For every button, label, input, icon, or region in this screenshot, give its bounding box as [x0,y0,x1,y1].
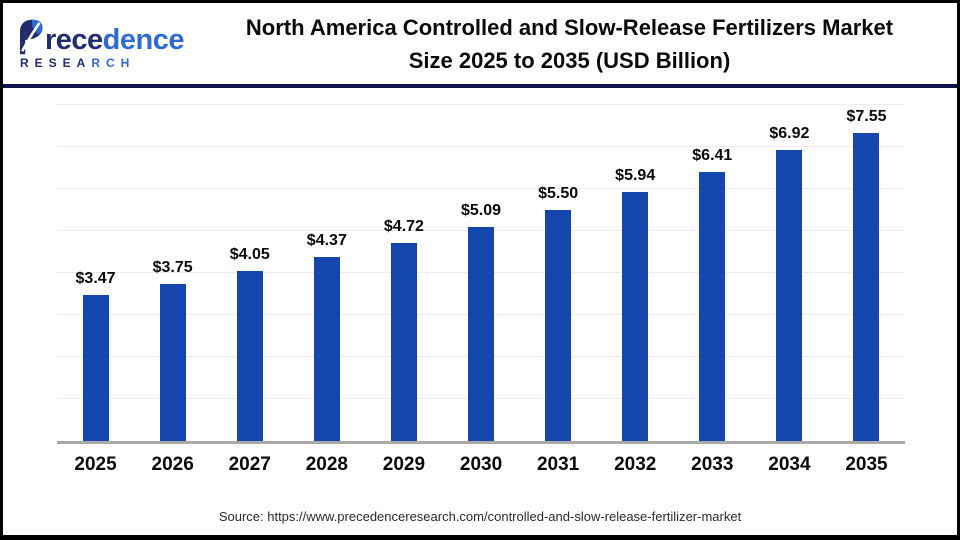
bar-band-2025: $3.47 [57,108,134,441]
header: rece dence RESEARCH North America Contro… [3,3,957,84]
logo-brand-part1: rece [45,23,103,56]
bar-band-2026: $3.75 [134,108,211,441]
chart-title: North America Controlled and Slow-Releas… [192,11,947,77]
bar-band-2027: $4.05 [211,108,288,441]
bar-2025 [82,295,109,441]
x-axis-label-2030: 2030 [459,454,503,475]
bar-value-label: $5.94 [615,166,656,184]
source-line: Source: https://www.precedenceresearch.c… [218,509,742,524]
x-axis-label-2031: 2031 [536,454,580,475]
x-axis-label-2032: 2032 [614,454,657,475]
bar-2033 [699,171,726,441]
bar-band-2029: $4.72 [365,108,442,441]
bar-value-label: $4.37 [306,232,347,250]
bar-2029 [390,242,417,441]
bar-chart-plot-area: $3.47 $3.75 $4.05 $4.37 $4.72 $5.09 $5.50 $5.94… [57,104,905,444]
bar-2032 [622,191,649,441]
x-axis-label-2028: 2028 [305,454,348,475]
bar-2031 [545,210,572,441]
logo-brand-row: rece dence [17,19,192,55]
bar-value-label: $6.92 [769,125,810,143]
x-axis-label-2025: 2025 [74,454,117,475]
x-axis-label-2029: 2029 [382,454,426,475]
chart-title-line2: Size 2025 to 2035 (USD Billion) [408,47,731,73]
bar-value-label: $4.72 [383,217,424,235]
x-axis-label-2033: 2033 [691,454,734,475]
x-axis-label-2027: 2027 [228,454,271,475]
logo-research-part1: RESEA [20,55,92,70]
gridline [57,188,905,189]
leaf-p-icon [20,19,43,54]
x-axis-label-2035: 2035 [845,454,888,475]
bar-band-2028: $4.37 [288,108,365,441]
chart-title-line1: North America Controlled and Slow-Releas… [245,14,894,40]
logo-research-part2: RCH [91,55,136,70]
bar-band-2035: $7.55 [828,108,905,441]
bar-value-label: $5.50 [538,185,579,202]
logo-brand-part2: dence [102,23,185,56]
x-axis-label-2034: 2034 [768,454,811,475]
bar-band-2034: $6.92 [751,108,828,441]
precedence-research-logo: rece dence RESEARCH [17,19,192,69]
x-axis-label-2026: 2026 [151,454,194,475]
bar-band-2031: $5.50 [520,108,597,441]
bar-2027 [236,270,263,441]
logo-research-row: RESEARCH [17,57,192,69]
bar-2034 [776,150,803,441]
bar-2030 [468,227,495,441]
bar-2028 [313,257,340,441]
gridline [57,104,905,105]
x-axis-labels: 2025 2026 2027 2028 2029 2030 2031 2032 2033 2034… [57,454,905,476]
bar-value-label: $3.75 [152,258,193,276]
bar-value-label: $4.05 [229,245,270,263]
header-divider [3,84,957,88]
bar-value-label: $3.47 [75,270,116,288]
bar-value-label: $6.41 [692,146,733,164]
bar-band-2030: $5.09 [442,108,519,441]
bar-series: $3.47 $3.75 $4.05 $4.37 $4.72 $5.09 $5.50 $5.94… [57,108,905,441]
gridline [57,146,905,147]
bar-2035 [853,133,880,441]
bar-band-2032: $5.94 [597,108,674,441]
bar-value-label: $5.09 [460,202,502,220]
bar-value-label: $7.55 [846,108,887,125]
bar-band-2033: $6.41 [674,108,751,441]
bar-2026 [159,283,186,441]
